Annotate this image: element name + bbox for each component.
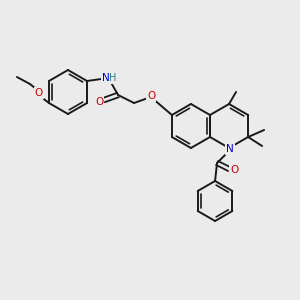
- Text: O: O: [95, 97, 103, 107]
- Text: H: H: [110, 73, 117, 83]
- Text: N: N: [226, 144, 234, 154]
- Text: O: O: [230, 165, 238, 175]
- Text: O: O: [35, 88, 43, 98]
- Text: N: N: [102, 73, 110, 83]
- Text: O: O: [147, 91, 155, 101]
